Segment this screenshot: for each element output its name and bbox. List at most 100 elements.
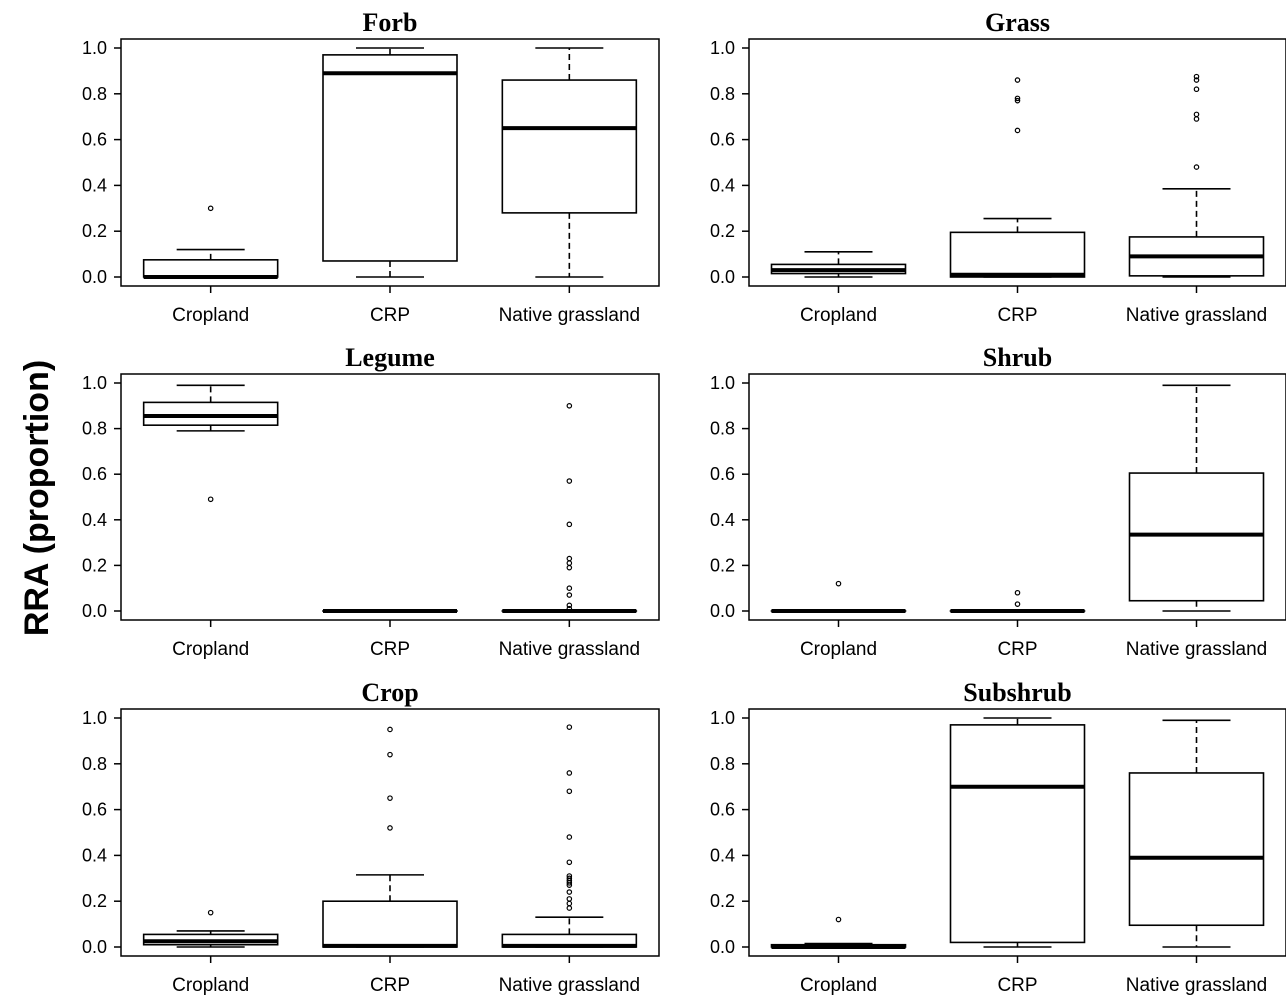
x-tick-label-native-grassland: Native grassland — [1126, 305, 1268, 326]
panel-title: Shrub — [983, 343, 1052, 372]
outlier-point — [566, 555, 573, 562]
panel-legume: Legume 0.0 0.2 0.4 0.6 0.8 1.0 Cropland CRP Nativ… — [82, 343, 660, 660]
box-crp — [322, 47, 458, 278]
y-tick-label: 0.4 — [710, 510, 735, 530]
iqr-box — [142, 401, 279, 426]
outlier-point — [1193, 73, 1200, 80]
y-axis-label: RRA (proportion) — [18, 360, 56, 636]
outlier-point — [1014, 127, 1021, 134]
outlier-point — [1193, 164, 1200, 170]
iqr-box — [949, 724, 1086, 944]
x-tick-label-crp: CRP — [370, 305, 410, 326]
y-tick-label: 0.4 — [82, 175, 107, 195]
y-tick-label: 0.0 — [82, 601, 107, 621]
panel-grass: Grass 0.0 0.2 0.4 0.6 0.8 1.0 Cropland CRP Native… — [710, 8, 1286, 326]
panel-subshrub: Subshrub 0.0 0.2 0.4 0.6 0.8 1.0 Cropland CRP Nat… — [710, 678, 1286, 996]
iqr-box — [142, 259, 279, 278]
outlier-point — [207, 909, 214, 916]
x-tick-label-native-grassland: Native grassland — [1126, 639, 1268, 660]
panel-forb: Forb 0.0 0.2 0.4 0.6 0.8 1.0 Cropland CRP Native … — [82, 8, 660, 326]
y-tick-label: 1.0 — [82, 373, 107, 393]
y-tick-label: 1.0 — [710, 373, 735, 393]
y-tick-label: 1.0 — [82, 708, 107, 728]
box-native-grassland — [501, 402, 638, 613]
box-cropland — [770, 251, 907, 278]
panel-title: Legume — [345, 343, 435, 372]
outlier-point — [566, 889, 573, 895]
x-tick-label-native-grassland: Native grassland — [499, 975, 641, 996]
outlier-point — [566, 875, 573, 882]
outlier-point — [207, 496, 214, 503]
x-tick-label-native-grassland: Native grassland — [499, 305, 641, 326]
outlier-point — [835, 916, 842, 923]
x-tick-label-crp: CRP — [997, 639, 1037, 660]
outlier-point — [566, 592, 573, 598]
y-tick-label: 0.8 — [82, 84, 107, 104]
y-tick-label: 0.4 — [82, 510, 107, 530]
box-native-grassland — [1128, 384, 1265, 612]
y-tick-label: 0.2 — [82, 891, 107, 911]
outlier-point — [566, 770, 573, 776]
y-tick-label: 0.6 — [710, 464, 735, 484]
y-tick-label: 0.6 — [710, 130, 735, 150]
iqr-box — [501, 79, 638, 214]
box-crp — [949, 77, 1086, 278]
box-cropland — [142, 205, 279, 279]
panel-crop: Crop 0.0 0.2 0.4 0.6 0.8 1.0 Cropland CRP Native … — [82, 678, 660, 996]
outlier-point — [566, 900, 573, 907]
box-cropland — [770, 580, 907, 613]
box-native-grassland — [1128, 719, 1265, 948]
outlier-point — [566, 905, 573, 911]
outlier-point — [566, 602, 573, 609]
outlier-point — [387, 726, 393, 733]
outlier-point — [566, 859, 573, 866]
y-tick-label: 1.0 — [710, 708, 735, 728]
outlier-point — [1193, 111, 1200, 118]
outlier-point — [566, 478, 573, 484]
x-tick-label-cropland: Cropland — [800, 975, 877, 996]
x-tick-label-crp: CRP — [997, 305, 1037, 326]
y-tick-label: 0.8 — [82, 754, 107, 774]
y-tick-label: 0.8 — [82, 419, 107, 439]
outlier-point — [1014, 77, 1021, 83]
box-native-grassland — [1128, 73, 1265, 278]
y-tick-label: 0.6 — [82, 464, 107, 484]
y-tick-label: 0.4 — [82, 845, 107, 865]
y-tick-label: 0.0 — [82, 937, 107, 957]
outlier-point — [835, 580, 842, 587]
iqr-box — [1128, 772, 1265, 927]
x-tick-label-cropland: Cropland — [800, 305, 877, 326]
box-native-grassland — [501, 47, 638, 278]
outlier-point — [387, 795, 393, 801]
panel-title: Crop — [361, 678, 418, 707]
y-tick-label: 0.0 — [710, 267, 735, 287]
panel-title: Grass — [985, 8, 1050, 37]
outlier-point — [1193, 77, 1200, 83]
iqr-box — [949, 231, 1086, 278]
outlier-point — [1193, 86, 1200, 93]
box-crp — [949, 717, 1086, 948]
outlier-point — [566, 896, 573, 902]
y-tick-label: 0.4 — [710, 175, 735, 195]
x-tick-label-crp: CRP — [370, 639, 410, 660]
x-tick-label-native-grassland: Native grassland — [1126, 975, 1268, 996]
box-native-grassland — [501, 724, 638, 948]
y-tick-label: 1.0 — [82, 38, 107, 58]
x-tick-label-cropland: Cropland — [172, 975, 249, 996]
panel-shrub: Shrub 0.0 0.2 0.4 0.6 0.8 1.0 Cropland CRP Native… — [710, 343, 1286, 660]
outlier-point — [387, 751, 393, 758]
panel-title: Forb — [363, 8, 418, 37]
y-tick-label: 0.2 — [710, 555, 735, 575]
outlier-point — [566, 402, 573, 409]
y-tick-label: 0.2 — [82, 221, 107, 241]
outlier-point — [566, 873, 573, 879]
y-tick-label: 1.0 — [710, 38, 735, 58]
outlier-point — [566, 605, 573, 612]
y-tick-label: 0.8 — [710, 84, 735, 104]
outlier-point — [566, 585, 573, 592]
x-tick-label-native-grassland: Native grassland — [499, 639, 641, 660]
x-tick-label-crp: CRP — [370, 975, 410, 996]
iqr-box — [322, 54, 458, 262]
outlier-point — [566, 560, 573, 566]
